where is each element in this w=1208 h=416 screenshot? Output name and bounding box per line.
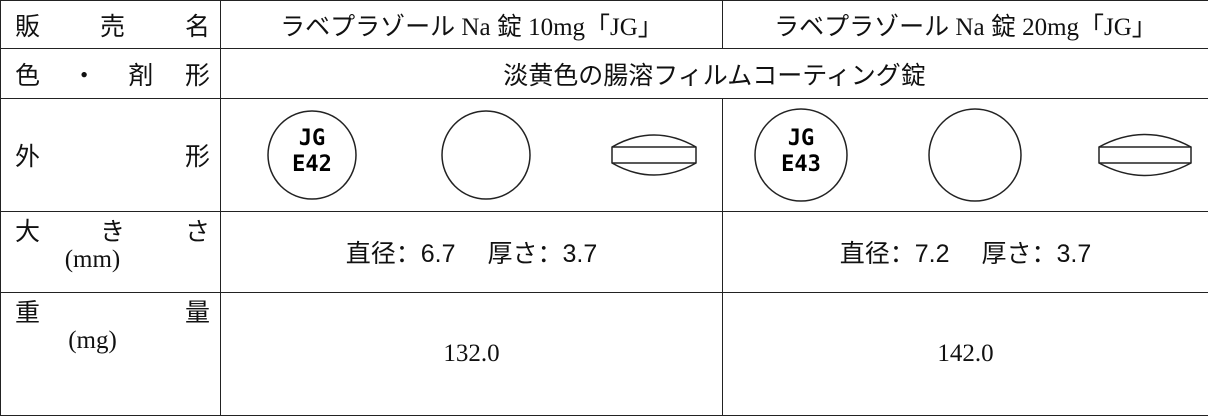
row-label: 色・剤形 [15,56,210,92]
cell: 淡黄色の腸溶フィルムコーティング錠 [221,49,1208,99]
row: 販売名 ラベプラゾール Na 錠 10mg「JG」 ラベプラゾール Na 錠 2… [1,1,1208,49]
cell: 外形 [1,99,221,212]
row-label: 重量 [15,293,210,329]
row: 色・剤形 淡黄色の腸溶フィルムコーティング錠 [1,49,1208,99]
unit: (mm) [15,246,210,274]
row: 重量(mg) 132.0 142.0 [1,293,1208,416]
cell: 色・剤形 [1,49,221,99]
imprint: JG [787,126,814,151]
cell: JG E42 [221,99,723,212]
row: 外形 JG E42 JG E43 [1,99,1208,212]
tablet-drawing: JG E42 [232,105,712,205]
row: 大きさ(mm) 直径：6.7 厚さ：3.7 直径：7.2 厚さ：3.7 [1,212,1208,293]
imprint: E42 [292,152,332,177]
cell: 直径：6.7 厚さ：3.7 [221,212,723,293]
cell: 直径：7.2 厚さ：3.7 [723,212,1208,293]
unit: (mg) [15,327,210,355]
cell: JG E43 [723,99,1208,212]
cell: 大きさ(mm) [1,212,221,293]
tablet-drawing: JG E43 [731,100,1201,210]
cell: 販売名 [1,1,221,49]
row-label: 販売名 [15,7,210,43]
cell: 142.0 [723,293,1208,416]
imprint: JG [298,126,325,151]
cell: 132.0 [221,293,723,416]
row-label: 外形 [15,137,210,173]
row-label: 大きさ [15,212,210,248]
imprint: E43 [781,152,821,177]
cell: ラベプラゾール Na 錠 10mg「JG」 [221,1,723,49]
cell: ラベプラゾール Na 錠 20mg「JG」 [723,1,1208,49]
cell: 重量(mg) [1,293,221,416]
